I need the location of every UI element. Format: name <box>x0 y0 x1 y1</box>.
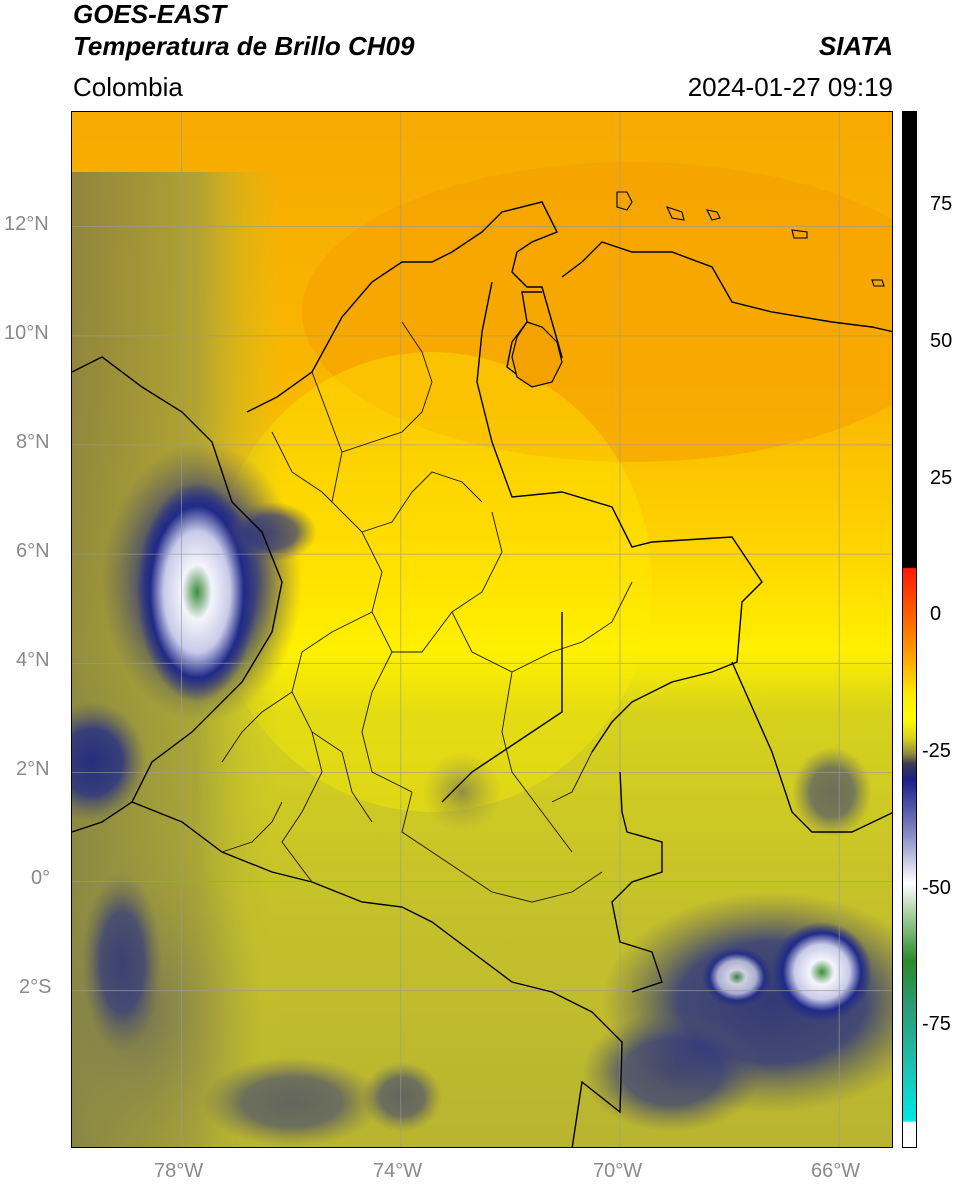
colorbar <box>902 111 917 1148</box>
lon-tick-74w: 74°W <box>373 1160 423 1182</box>
cbar-tick-25: 25 <box>930 467 953 489</box>
source-label: SIATA <box>818 31 893 61</box>
cbar-tick-minus25: -25 <box>922 740 951 762</box>
satellite-map <box>71 111 893 1148</box>
country-borders <box>72 201 892 1147</box>
lat-tick-10n: 10°N <box>4 322 49 344</box>
lon-tick-78w: 78°W <box>154 1160 204 1182</box>
cbar-tick-50: 50 <box>930 330 953 352</box>
lat-tick-0: 0° <box>31 867 51 889</box>
datetime-label: 2024-01-27 09:19 <box>687 72 893 102</box>
lon-tick-70w: 70°W <box>593 1160 643 1182</box>
gridlines <box>72 112 892 1147</box>
product-title: GOES-EAST <box>73 0 227 29</box>
lon-tick-66w: 66°W <box>811 1160 861 1182</box>
lat-tick-2s: 2°S <box>19 976 52 998</box>
lat-tick-4n: 4°N <box>16 649 50 671</box>
cbar-tick-0: 0 <box>930 603 942 625</box>
islands <box>616 191 885 287</box>
region-label: Colombia <box>73 72 183 102</box>
lake-maracaibo <box>511 321 563 388</box>
lat-tick-2n: 2°N <box>16 758 50 780</box>
colorbar-gradient <box>903 112 916 1147</box>
map-image <box>72 112 892 1147</box>
department-borders <box>221 321 633 903</box>
cbar-tick-minus50: -50 <box>922 877 951 899</box>
cbar-tick-75: 75 <box>930 193 953 215</box>
channel-title: Temperatura de Brillo CH09 <box>73 31 415 61</box>
lat-tick-6n: 6°N <box>16 540 50 562</box>
lat-tick-12n: 12°N <box>4 213 49 235</box>
lat-tick-8n: 8°N <box>16 431 50 453</box>
cbar-tick-minus75: -75 <box>922 1013 951 1035</box>
